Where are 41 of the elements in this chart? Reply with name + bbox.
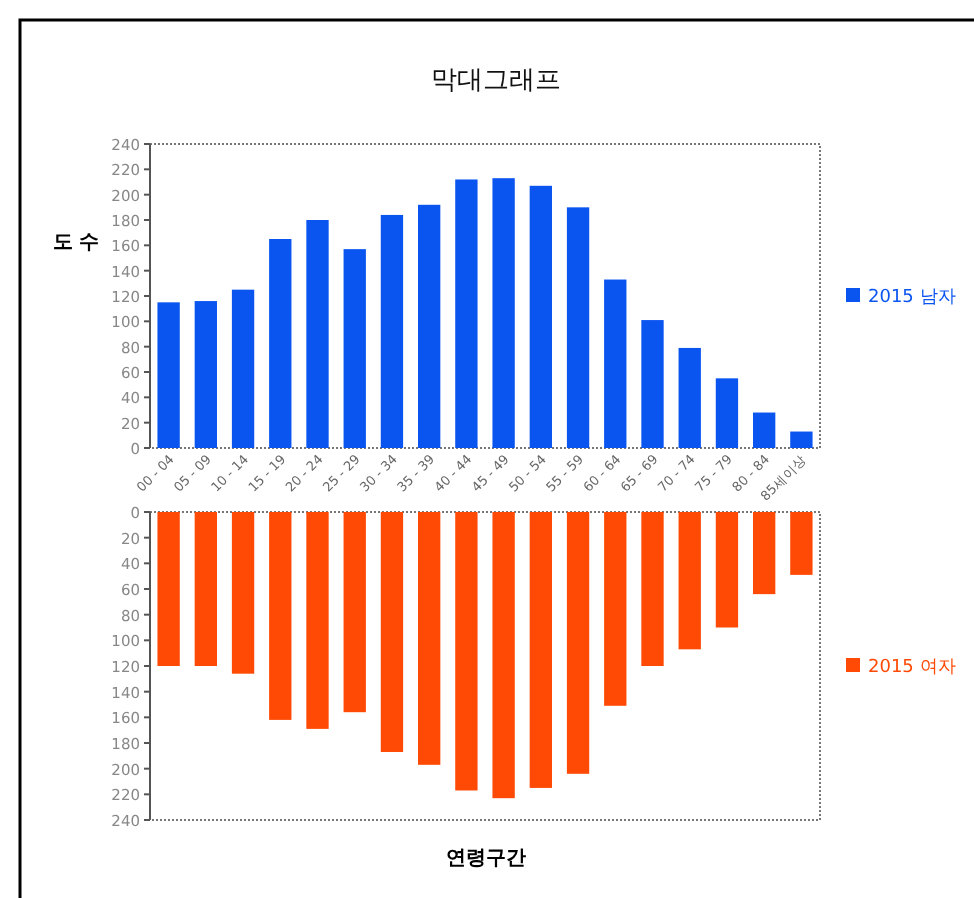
- bar: [566, 207, 590, 448]
- legend-label: 2015 남자: [868, 288, 956, 308]
- bar: [678, 347, 701, 448]
- bar: [455, 179, 478, 448]
- bar: [492, 512, 515, 799]
- bar: [231, 289, 255, 448]
- bar: [194, 512, 217, 666]
- bar: [343, 512, 366, 713]
- bar: [269, 512, 292, 720]
- bar: [455, 512, 478, 791]
- chart-title: 막대그래프: [431, 66, 561, 96]
- bar: [492, 178, 515, 448]
- bar: [380, 512, 404, 752]
- bar: [753, 512, 776, 595]
- bar: [715, 378, 739, 448]
- bar: [641, 512, 664, 666]
- bar: [604, 512, 627, 706]
- bar: [529, 512, 552, 788]
- legend-label: 2015 여자: [868, 658, 956, 678]
- bar: [604, 279, 627, 448]
- bar: [380, 214, 404, 448]
- bar: [566, 512, 590, 774]
- bar: [306, 512, 329, 729]
- bar: [641, 320, 664, 448]
- bar: [790, 431, 813, 448]
- bar: [343, 249, 366, 448]
- bar: [418, 204, 441, 448]
- bar: [418, 512, 441, 765]
- bar: [194, 301, 217, 448]
- bar: [269, 239, 292, 448]
- bar: [753, 412, 776, 448]
- bar: [306, 220, 329, 448]
- bar: [231, 512, 255, 674]
- y-axis-title: 도 수: [52, 232, 100, 254]
- bar: [715, 512, 739, 628]
- bar: [529, 185, 552, 448]
- bar: [678, 512, 701, 650]
- x-axis-title: 연령구간: [446, 848, 526, 870]
- bar: [790, 512, 813, 575]
- bar: [157, 302, 180, 448]
- bar: [157, 512, 180, 666]
